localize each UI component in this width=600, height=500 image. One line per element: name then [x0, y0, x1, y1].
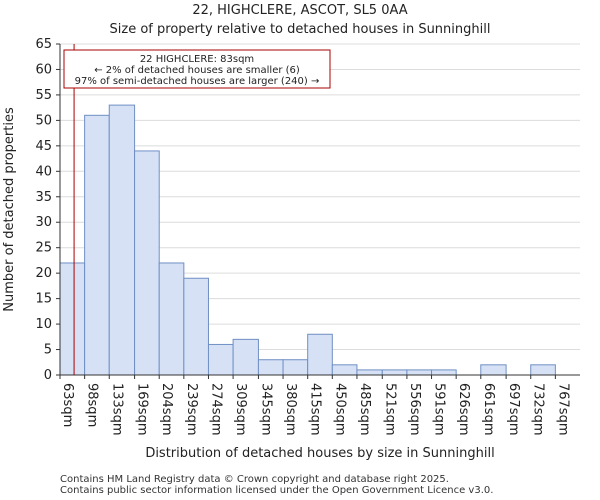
- y-tick-label: 5: [44, 343, 52, 358]
- x-tick-label: 98sqm: [85, 383, 100, 427]
- histogram-bar: [381, 369, 408, 376]
- x-tick-label: 415sqm: [308, 383, 323, 436]
- y-tick-label: 15: [35, 292, 52, 307]
- histogram-bar: [183, 277, 209, 376]
- histogram-bar: [307, 333, 333, 376]
- annotation-line: 97% of semi-detached houses are larger (…: [75, 76, 320, 87]
- x-tick-label: 732sqm: [531, 383, 546, 436]
- x-tick-label: 169sqm: [135, 383, 150, 436]
- x-tick-label: 380sqm: [283, 383, 298, 436]
- y-tick-label: 35: [35, 190, 52, 205]
- y-tick-label: 25: [35, 241, 52, 256]
- x-tick-label: 133sqm: [109, 383, 124, 436]
- x-tick-label: 521sqm: [382, 383, 397, 436]
- histogram-bar: [158, 262, 185, 376]
- y-tick-label: 60: [35, 62, 52, 77]
- x-tick-label: 626sqm: [456, 383, 471, 436]
- histogram-bar: [134, 150, 160, 376]
- y-tick-label: 50: [35, 113, 52, 128]
- histogram-bar: [431, 369, 457, 376]
- histogram-bar: [232, 338, 259, 376]
- footer-copyright: Contains HM Land Registry data © Crown c…: [60, 474, 449, 485]
- histogram-bar: [331, 364, 358, 376]
- annotation-box: [63, 49, 331, 89]
- histogram-bar: [406, 369, 433, 376]
- x-tick-label: 345sqm: [258, 383, 273, 436]
- x-tick-label: 239sqm: [184, 383, 199, 436]
- x-tick-label: 204sqm: [159, 383, 174, 436]
- x-tick-label: 485sqm: [357, 383, 372, 436]
- x-tick-label: 556sqm: [407, 383, 422, 436]
- y-tick-label: 55: [35, 88, 52, 103]
- x-tick-label: 450sqm: [332, 383, 347, 436]
- x-tick-label: 661sqm: [481, 383, 496, 436]
- histogram-chart: 0 5 10 15 20 25 30 35 40 45 50 55 60 65 63sqm 98sqm 133s…: [2, 37, 580, 461]
- histogram-bar: [84, 114, 110, 376]
- y-tick-label: 45: [35, 139, 52, 154]
- footer-licence: Contains public sector information licen…: [60, 485, 494, 496]
- histogram-bar: [356, 369, 383, 376]
- histogram-bar: [59, 262, 86, 376]
- histogram-bar: [480, 364, 507, 376]
- histogram-bar: [108, 104, 136, 376]
- y-tick-label: 65: [35, 37, 52, 52]
- x-tick-label: 63sqm: [60, 383, 75, 427]
- y-tick-label: 10: [35, 317, 52, 332]
- y-axis-label: Number of detached properties: [2, 107, 17, 312]
- histogram-bar: [530, 364, 556, 376]
- annotation-line: 22 HIGHCLERE: 83sqm: [140, 54, 254, 65]
- y-tick-label: 0: [44, 368, 52, 383]
- y-tick-label: 20: [35, 266, 52, 281]
- x-tick-label: 274sqm: [208, 383, 223, 436]
- histogram-bar: [257, 359, 284, 376]
- chart-subtitle: Size of property relative to detached ho…: [109, 22, 491, 37]
- x-tick-label: 767sqm: [555, 383, 570, 436]
- x-tick-label: 309sqm: [233, 383, 248, 436]
- y-tick-label: 40: [35, 164, 52, 179]
- x-tick-label: 697sqm: [506, 383, 521, 436]
- chart-title: 22, HIGHCLERE, ASCOT, SL5 0AA: [192, 3, 408, 18]
- annotation-line: ← 2% of detached houses are smaller (6): [94, 65, 300, 76]
- y-tick-label: 30: [35, 215, 52, 230]
- x-axis-label: Distribution of detached houses by size …: [145, 446, 494, 461]
- histogram-bar: [207, 343, 234, 376]
- histogram-bar: [282, 359, 309, 376]
- x-tick-label: 591sqm: [432, 383, 447, 436]
